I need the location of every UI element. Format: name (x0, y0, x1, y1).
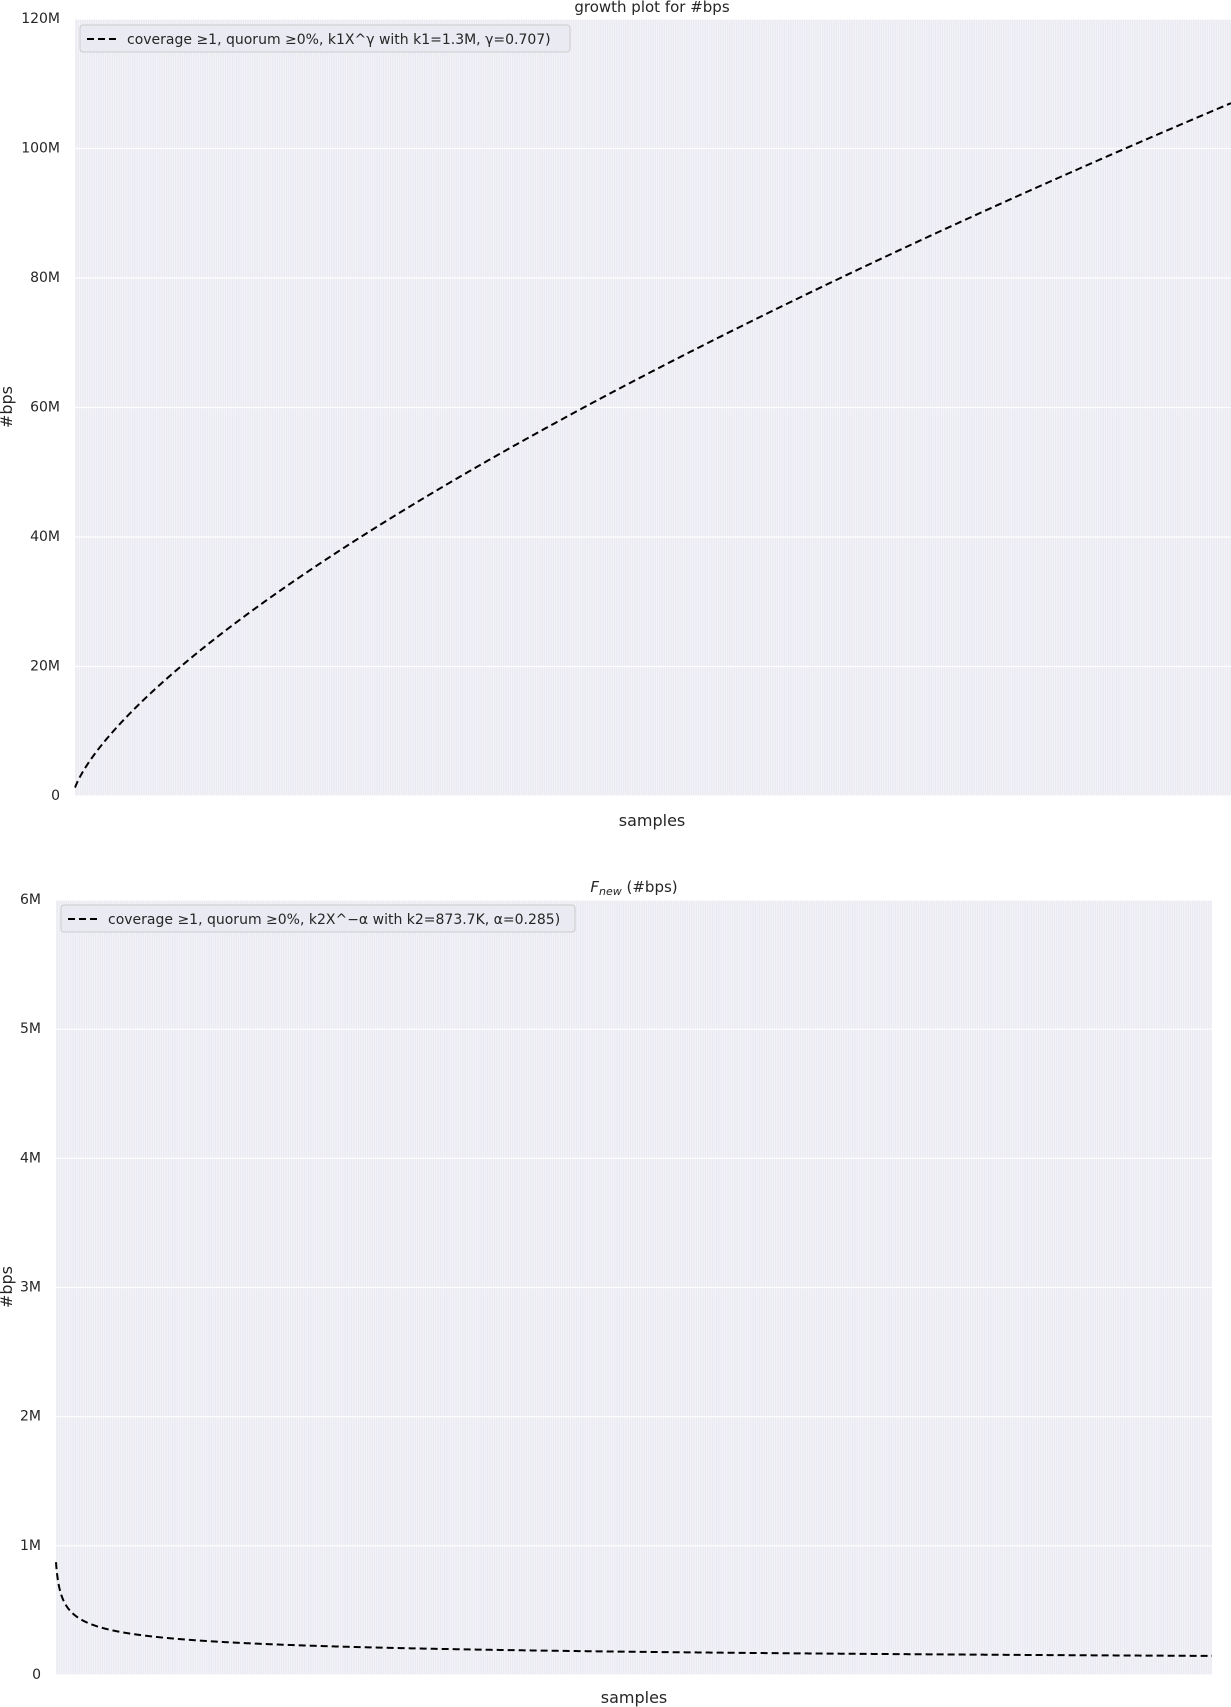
y-tick-label: 6M (20, 892, 41, 908)
y-tick-label: 120M (21, 11, 60, 27)
chart-title-suffix: (#bps) (622, 878, 678, 896)
y-axis-label: #bps (0, 1266, 16, 1308)
y-tick-labels: 0 20M 40M 60M 80M 100M 120M (21, 11, 60, 804)
chart-title: Fnew (#bps) (590, 878, 677, 898)
y-tick-label: 60M (30, 400, 60, 416)
y-tick-label: 80M (30, 270, 60, 286)
legend-box (79, 24, 571, 53)
y-tick-label: 5M (20, 1021, 41, 1037)
series-line (74, 102, 1231, 789)
growth-chart: 0 20M 40M 60M 80M 100M 120M growth plot for #b… (0, 0, 1231, 830)
x-axis-label: samples (601, 1688, 668, 1707)
legend-label: coverage ≥1, quorum ≥0%, k2X^−α with k2=… (108, 912, 560, 928)
legend-box (60, 904, 576, 933)
y-tick-label: 1M (20, 1538, 41, 1554)
y-tick-label: 4M (20, 1150, 41, 1166)
horizontal-gridlines (75, 18, 1231, 797)
y-tick-label: 40M (30, 529, 60, 545)
horizontal-gridlines (56, 899, 1212, 1676)
y-tick-label: 2M (20, 1409, 41, 1425)
fnew-chart: 0 1M 2M 3M 4M 5M 6M Fnew (#bps) samples #bps c… (0, 878, 1213, 1707)
legend: coverage ≥1, quorum ≥0%, k2X^−α with k2=… (60, 904, 576, 933)
y-axis-label: #bps (0, 386, 16, 428)
y-tick-label: 20M (30, 659, 60, 675)
y-tick-labels: 0 1M 2M 3M 4M 5M 6M (20, 892, 41, 1683)
x-axis-label: samples (619, 811, 686, 830)
y-tick-label: 100M (21, 141, 60, 157)
y-tick-label: 0 (51, 788, 60, 804)
legend-label: coverage ≥1, quorum ≥0%, k1X^γ with k1=1… (127, 32, 551, 48)
chart-title: growth plot for #bps (574, 0, 729, 16)
y-tick-label: 0 (32, 1667, 41, 1683)
legend: coverage ≥1, quorum ≥0%, k1X^γ with k1=1… (79, 24, 571, 53)
y-tick-label: 3M (20, 1280, 41, 1296)
series-line (55, 1562, 1213, 1657)
